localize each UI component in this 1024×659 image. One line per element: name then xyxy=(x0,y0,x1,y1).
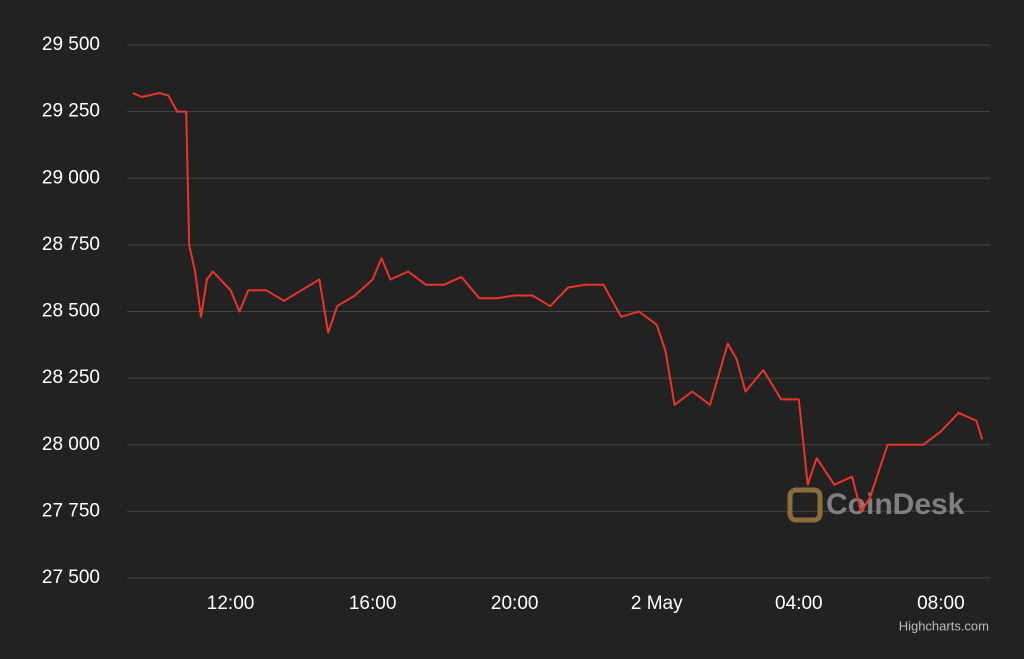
x-tick-label: 16:00 xyxy=(349,593,397,614)
watermark-logo xyxy=(787,487,823,523)
y-tick-label: 28 750 xyxy=(42,234,100,255)
watermark: CoinDesk xyxy=(826,488,965,521)
y-tick-label: 29 000 xyxy=(42,167,100,188)
y-tick-label: 28 250 xyxy=(42,367,100,388)
price-line xyxy=(132,92,984,513)
y-tick-label: 29 500 xyxy=(42,34,100,55)
y-tick-label: 28 000 xyxy=(42,434,100,455)
y-tick-label: 29 250 xyxy=(42,101,100,122)
x-tick-label: 2 May xyxy=(631,593,683,614)
x-tick-label: 04:00 xyxy=(775,593,823,614)
x-tick-label: 08:00 xyxy=(917,593,965,614)
y-tick-label: 28 500 xyxy=(42,301,100,322)
x-tick-label: 12:00 xyxy=(207,593,255,614)
y-tick-label: 27 500 xyxy=(42,567,100,588)
x-tick-label: 20:00 xyxy=(491,593,539,614)
credits: Highcharts.com xyxy=(899,618,989,633)
y-tick-label: 27 750 xyxy=(42,500,100,521)
